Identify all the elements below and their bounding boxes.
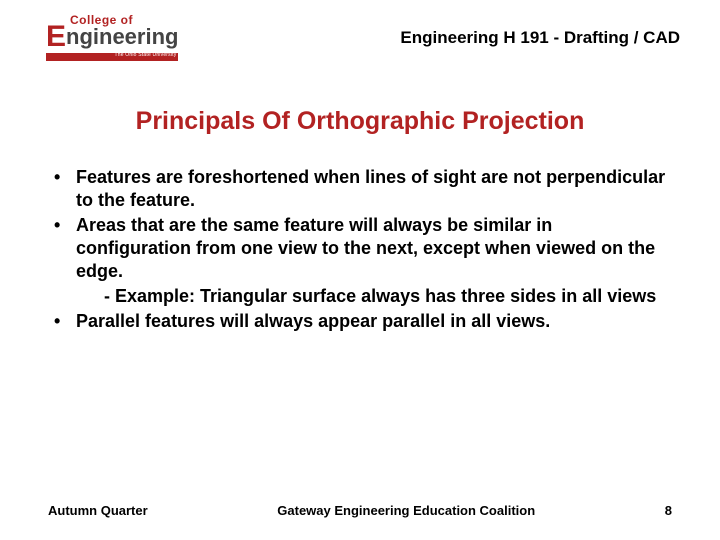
bullet-item: Parallel features will always appear par… — [48, 310, 672, 333]
bullet-sub: - Example: Triangular surface always has… — [76, 285, 672, 308]
logo-bar-text: The Ohio State University — [115, 53, 177, 58]
logo-rest: ngineering — [66, 24, 178, 49]
bullet-item: Areas that are the same feature will alw… — [48, 214, 672, 308]
footer-center: Gateway Engineering Education Coalition — [277, 503, 535, 518]
bullet-text: Features are foreshortened when lines of… — [76, 167, 665, 210]
logo-red-bar: The Ohio State University — [46, 53, 178, 61]
course-label: Engineering H 191 - Drafting / CAD — [178, 14, 680, 48]
bullet-item: Features are foreshortened when lines of… — [48, 166, 672, 212]
logo-main: Engineering — [46, 22, 178, 52]
bullet-list: Features are foreshortened when lines of… — [48, 166, 672, 333]
footer-page-number: 8 — [665, 503, 672, 518]
slide-header: College of Engineering The Ohio State Un… — [0, 0, 720, 61]
bullet-text: Parallel features will always appear par… — [76, 311, 550, 331]
slide-title: Principals Of Orthographic Projection — [0, 107, 720, 136]
bullet-text: Areas that are the same feature will alw… — [76, 215, 655, 281]
footer-left: Autumn Quarter — [48, 503, 148, 518]
slide-content: Features are foreshortened when lines of… — [0, 136, 720, 333]
logo-big-e: E — [46, 20, 66, 53]
slide-footer: Autumn Quarter Gateway Engineering Educa… — [0, 503, 720, 518]
college-logo: College of Engineering The Ohio State Un… — [46, 14, 178, 61]
